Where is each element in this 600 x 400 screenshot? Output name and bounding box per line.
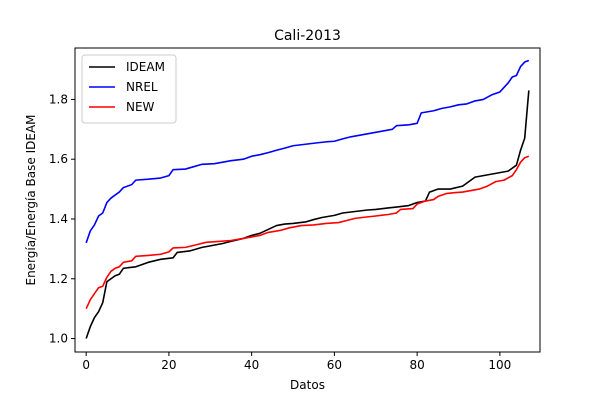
y-axis: 1.0 1.2 1.4 1.6 1.8: [49, 92, 75, 346]
series-layer: [85, 59, 530, 339]
legend-box: [81, 54, 177, 124]
series-line-nrel: [85, 59, 530, 244]
y-tick-label: 1.4: [49, 212, 68, 226]
x-tick-label: 0: [82, 358, 90, 372]
series-line-ideam: [85, 90, 530, 339]
legend: IDEAM NREL NEW: [81, 54, 177, 124]
y-tick-label: 1.6: [49, 152, 68, 166]
x-axis: 0 20 40 60 80 100: [82, 352, 511, 372]
x-tick-label: 40: [244, 358, 259, 372]
y-tick-label: 1.2: [49, 272, 68, 286]
x-tick-label: 20: [161, 358, 176, 372]
legend-label-ideam: IDEAM: [126, 60, 165, 74]
series-line-new: [85, 155, 530, 309]
y-axis-title: Energía/Energía Base IDEAM: [24, 114, 38, 285]
x-axis-title: Datos: [290, 378, 325, 392]
x-tick-label: 80: [409, 358, 424, 372]
legend-label-nrel: NREL: [126, 80, 158, 94]
x-tick-label: 60: [327, 358, 342, 372]
y-tick-label: 1.8: [49, 92, 68, 106]
x-tick-label: 100: [488, 358, 511, 372]
y-tick-label: 1.0: [49, 332, 68, 346]
plot-area: [74, 47, 541, 353]
chart-title: Cali-2013: [274, 28, 341, 44]
plot-frame: [74, 47, 541, 353]
legend-label-new: NEW: [126, 100, 155, 114]
